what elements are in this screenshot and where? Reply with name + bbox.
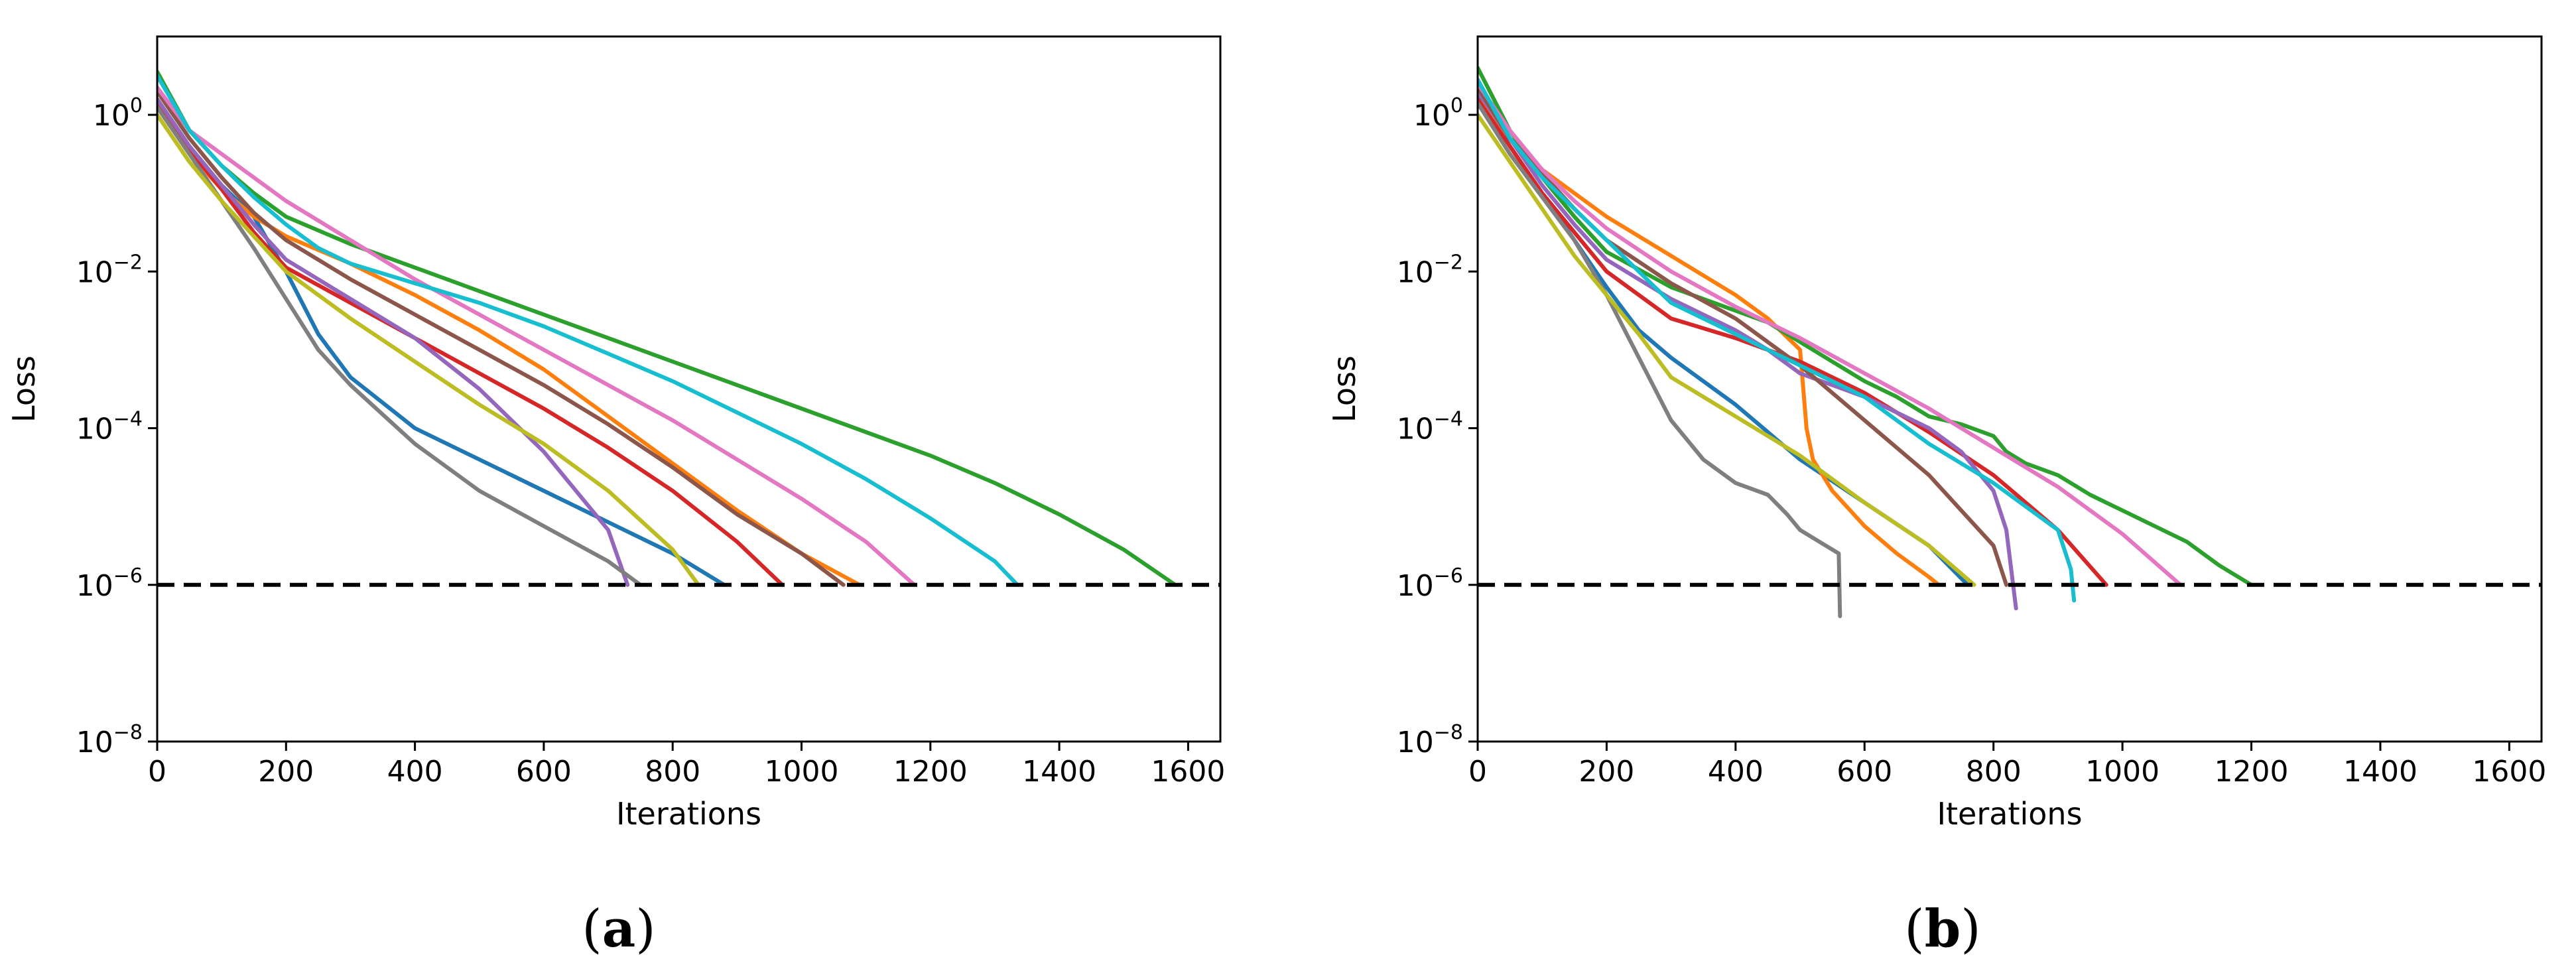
x-tick-label: 800 <box>1966 755 2022 789</box>
plot-frame <box>156 35 1222 743</box>
caption-a-label: a <box>602 899 636 959</box>
y-tick-label: 10−6 <box>1397 564 1463 603</box>
series-group <box>157 70 1177 587</box>
plot-frame <box>1476 35 2543 743</box>
series-line-run-3 <box>157 70 1177 587</box>
series-line-run-5 <box>1478 89 2018 611</box>
series-line-run-9 <box>157 113 701 587</box>
series-line-run-2 <box>1478 97 1941 587</box>
x-tick-label: 1600 <box>2472 755 2546 789</box>
caption-a-close: ) <box>635 899 656 959</box>
series-line-run-7 <box>157 85 917 587</box>
x-axis-label: Iterations <box>616 796 761 832</box>
x-tick-label: 400 <box>387 755 443 789</box>
series-line-run-6 <box>1478 85 2009 587</box>
series-line-run-10 <box>157 74 1019 587</box>
caption-b-label: b <box>1924 899 1961 959</box>
y-tick-label: 100 <box>93 94 143 133</box>
x-tick-label: 1200 <box>2215 755 2289 789</box>
series-line-run-7 <box>1478 81 2183 587</box>
x-tick-label: 1200 <box>893 755 968 789</box>
x-tick-label: 1600 <box>1151 755 1225 789</box>
caption-b-open: ( <box>1904 899 1925 959</box>
caption-a-open: ( <box>582 899 602 959</box>
caption-b-close: ) <box>1961 899 1981 959</box>
series-line-run-3 <box>1478 66 2254 587</box>
x-tick-label: 600 <box>516 755 572 789</box>
series-group <box>1478 66 2254 618</box>
chart-panel-a: 0 200 400 600 800 1000 1200 1400 1600 100 10−2 10−4… <box>6 35 1225 832</box>
x-tick-label: 1000 <box>765 755 839 789</box>
y-tick-label: 100 <box>1413 94 1463 133</box>
x-tick-label: 400 <box>1708 755 1764 789</box>
x-tick-label: 800 <box>645 755 700 789</box>
y-tick-label: 10−4 <box>1397 408 1463 446</box>
y-tick-label: 10−4 <box>76 408 143 446</box>
y-tick-label: 10−2 <box>76 251 143 289</box>
series-line-run-4 <box>1478 97 2108 587</box>
x-tick-label: 200 <box>258 755 314 789</box>
series-line-run-6 <box>157 89 846 587</box>
x-tick-label: 1400 <box>1022 755 1096 789</box>
series-line-run-5 <box>157 97 630 587</box>
series-line-run-1 <box>157 97 726 587</box>
y-axis-label: Loss <box>6 356 42 423</box>
caption-panel-a: (a) <box>552 899 685 959</box>
chart-panel-b: 0 200 400 600 800 1000 1200 1400 1600 100 10−2 10−4… <box>1326 35 2546 832</box>
series-line-run-8 <box>157 105 643 587</box>
series-line-run-2 <box>157 105 862 587</box>
series-line-run-1 <box>1478 89 1970 587</box>
y-axis-label: Loss <box>1326 356 1362 423</box>
caption-panel-b: (b) <box>1876 899 2009 959</box>
series-line-run-8 <box>1478 101 1842 618</box>
y-tick-label: 10−2 <box>1397 251 1463 289</box>
x-tick-label: 0 <box>1468 755 1487 789</box>
x-tick-label: 1400 <box>2343 755 2417 789</box>
series-line-run-10 <box>1478 78 2077 603</box>
x-tick-label: 0 <box>148 755 166 789</box>
y-tick-label: 10−6 <box>76 564 143 603</box>
x-axis-label: Iterations <box>1937 796 2082 832</box>
y-tick-label: 10−8 <box>76 721 143 759</box>
x-tick-label: 1000 <box>2085 755 2159 789</box>
y-tick-label: 10−8 <box>1397 721 1463 759</box>
series-line-run-9 <box>1478 113 1976 587</box>
x-tick-label: 200 <box>1578 755 1634 789</box>
x-tick-label: 600 <box>1836 755 1892 789</box>
